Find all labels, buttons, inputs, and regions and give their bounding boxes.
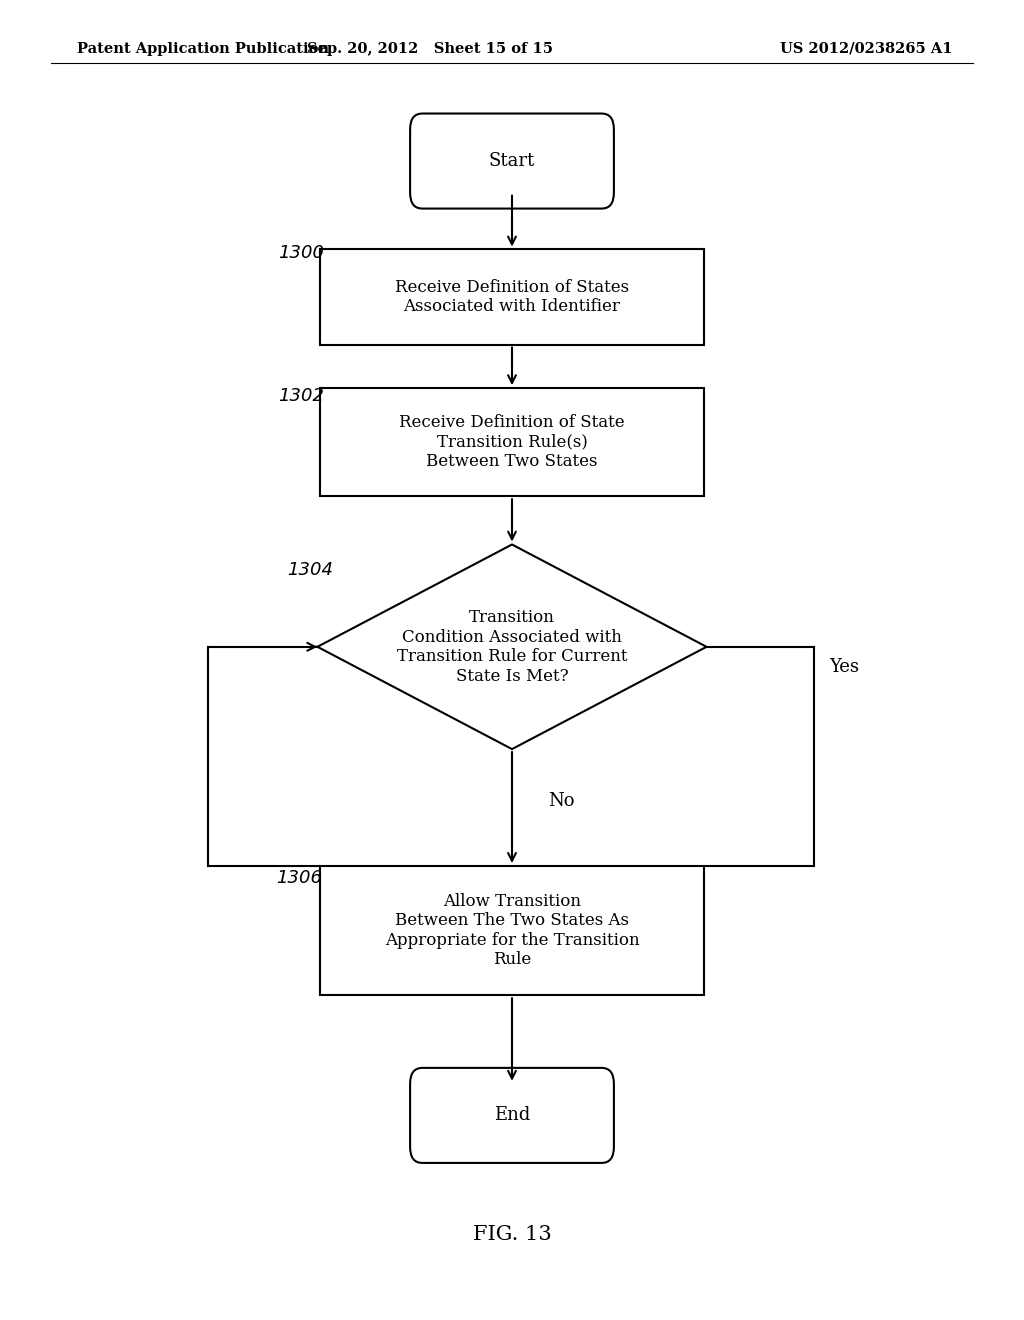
Text: Transition
Condition Associated with
Transition Rule for Current
State Is Met?: Transition Condition Associated with Tra… <box>396 609 628 685</box>
Text: US 2012/0238265 A1: US 2012/0238265 A1 <box>780 42 952 55</box>
Text: 1302: 1302 <box>279 387 325 405</box>
Bar <box>319 866 705 995</box>
FancyBboxPatch shape <box>410 114 613 209</box>
Text: End: End <box>494 1106 530 1125</box>
Text: 1306: 1306 <box>276 869 323 887</box>
Text: Allow Transition
Between The Two States As
Appropriate for the Transition
Rule: Allow Transition Between The Two States … <box>385 892 639 969</box>
Text: 1300: 1300 <box>279 244 325 263</box>
Text: Patent Application Publication: Patent Application Publication <box>77 42 329 55</box>
Bar <box>319 249 705 345</box>
Text: Receive Definition of States
Associated with Identifier: Receive Definition of States Associated … <box>395 279 629 315</box>
Text: Yes: Yes <box>829 657 859 676</box>
Text: Start: Start <box>488 152 536 170</box>
Text: Receive Definition of State
Transition Rule(s)
Between Two States: Receive Definition of State Transition R… <box>399 414 625 470</box>
Polygon shape <box>317 544 707 750</box>
Text: No: No <box>548 792 574 810</box>
Text: 1304: 1304 <box>287 561 333 579</box>
FancyBboxPatch shape <box>410 1068 613 1163</box>
Text: Sep. 20, 2012   Sheet 15 of 15: Sep. 20, 2012 Sheet 15 of 15 <box>307 42 553 55</box>
Text: FIG. 13: FIG. 13 <box>473 1225 551 1243</box>
Bar <box>319 388 705 496</box>
